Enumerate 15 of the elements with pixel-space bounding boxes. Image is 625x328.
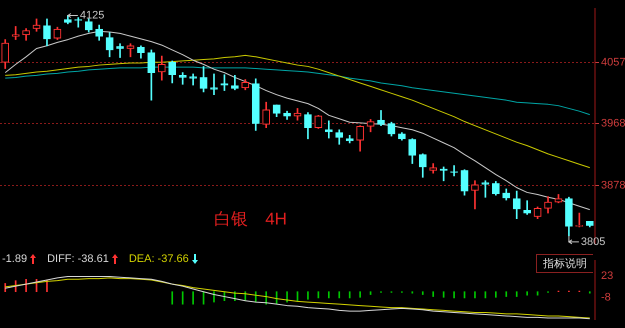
candlestick (210, 74, 218, 95)
series-label: DIFF: -38.61 (47, 253, 109, 265)
candlestick (116, 43, 124, 58)
annotation: 3805 (580, 236, 606, 248)
y-tick-label: 23 (601, 270, 614, 282)
annotation: 白银 4H (214, 210, 287, 229)
candlestick (471, 180, 479, 210)
y-tick-label: 3878 (601, 180, 625, 192)
annotation: 指标说明 (536, 254, 593, 273)
series-label: DEA: -37.66 (128, 253, 189, 265)
y-tick-label: -8 (601, 291, 611, 304)
y-tick-label: 3968 (601, 118, 625, 130)
annotation: 4125 (80, 10, 104, 22)
y-tick-label: 4057 (601, 56, 625, 68)
annotation: -1.89 (2, 253, 28, 265)
